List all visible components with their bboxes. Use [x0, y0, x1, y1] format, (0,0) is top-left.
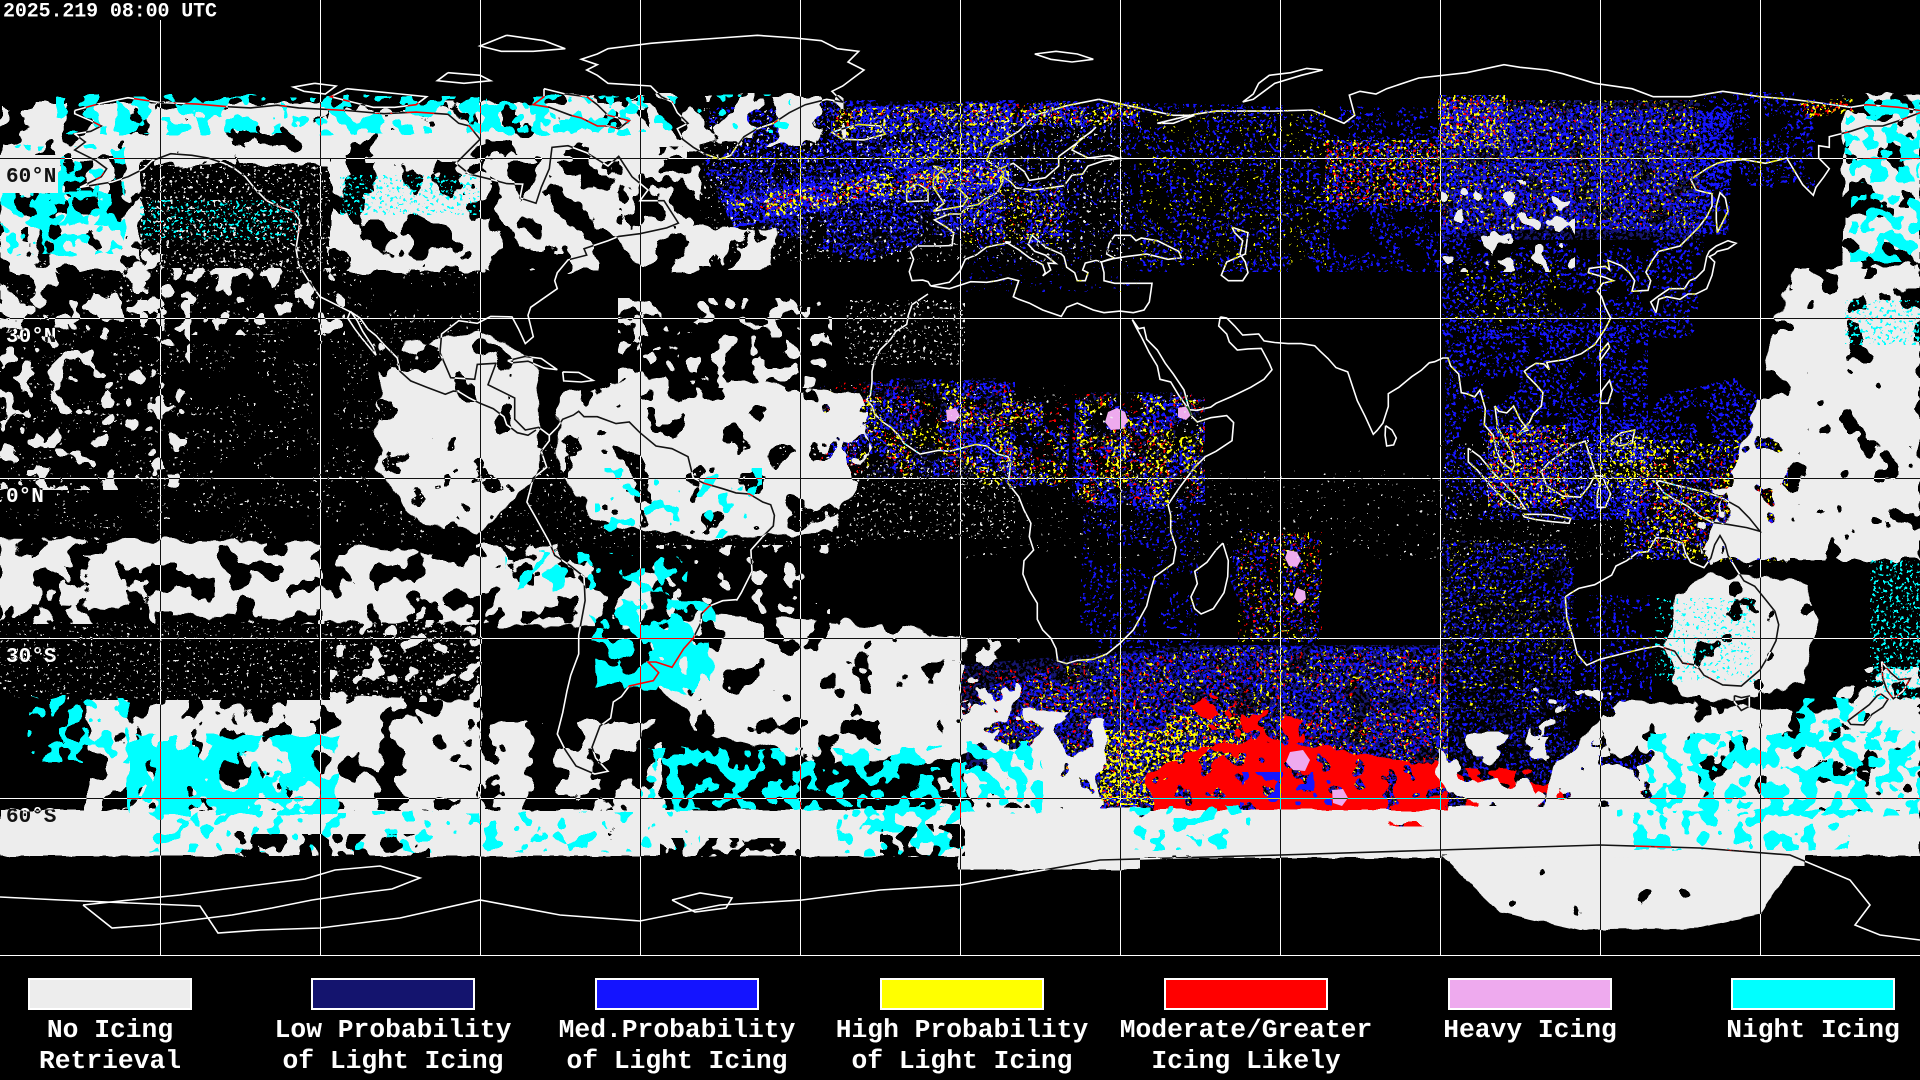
svg-text:Retrieval: Retrieval [39, 1046, 181, 1076]
svg-text:0°N: 0°N [6, 486, 44, 509]
svg-text:High Probability: High Probability [836, 1015, 1089, 1045]
svg-text:30°N: 30°N [6, 326, 56, 349]
svg-text:Heavy Icing: Heavy Icing [1443, 1015, 1617, 1045]
svg-text:No Icing: No Icing [47, 1015, 173, 1045]
svg-text:30°S: 30°S [6, 646, 56, 669]
svg-text:Low Probability: Low Probability [275, 1015, 512, 1045]
svg-text:of Light Icing: of Light Icing [852, 1046, 1073, 1076]
svg-text:Moderate/Greater: Moderate/Greater [1120, 1015, 1373, 1045]
svg-text:Med.Probability: Med.Probability [559, 1015, 796, 1045]
svg-text:Icing Likely: Icing Likely [1151, 1046, 1341, 1076]
svg-text:Night Icing: Night Icing [1726, 1015, 1900, 1045]
svg-text:2025.219 08:00 UTC: 2025.219 08:00 UTC [3, 1, 217, 24]
svg-text:60°N: 60°N [6, 166, 56, 189]
svg-text:60°S: 60°S [6, 806, 56, 829]
svg-text:of Light Icing: of Light Icing [567, 1046, 788, 1076]
svg-text:of Light Icing: of Light Icing [283, 1046, 504, 1076]
